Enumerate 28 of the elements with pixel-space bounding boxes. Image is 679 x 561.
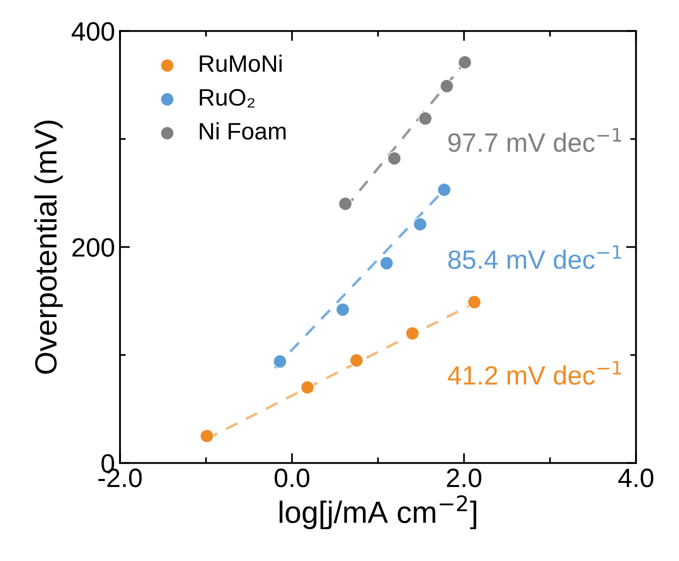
legend-label: RuMoNi <box>200 54 282 72</box>
point <box>458 55 472 70</box>
point <box>272 354 287 368</box>
point <box>437 182 452 197</box>
annotation: 85.4 mV dec$^{−1}$ <box>448 245 622 270</box>
point <box>300 380 314 394</box>
y-tick-label: 400 <box>72 22 114 41</box>
point <box>405 326 420 340</box>
legend-label: RuO₂ <box>200 89 254 108</box>
annotation: 97.7 mV dec$^{−1}$ <box>448 128 622 152</box>
point <box>387 151 402 166</box>
point <box>338 196 352 211</box>
point <box>380 256 394 270</box>
x-tick-label: 2.0 <box>446 468 482 488</box>
point <box>349 353 364 368</box>
legend-label: Ni Foam <box>200 122 286 140</box>
point <box>200 428 214 444</box>
point <box>467 295 482 310</box>
y-axis-title: Overpotential (mV) <box>34 120 63 374</box>
x-tick-label: 4.0 <box>618 468 654 488</box>
x-axis-title: log[j/mA cm$^{−2}$] <box>280 495 476 530</box>
y-tick-label: 200 <box>72 238 114 257</box>
point <box>413 217 428 232</box>
point <box>418 111 432 126</box>
x-tick-label: 0.0 <box>274 468 310 488</box>
point <box>336 302 350 317</box>
point <box>440 79 454 94</box>
annotation: 41.2 mV dec$^{−1}$ <box>448 360 622 385</box>
